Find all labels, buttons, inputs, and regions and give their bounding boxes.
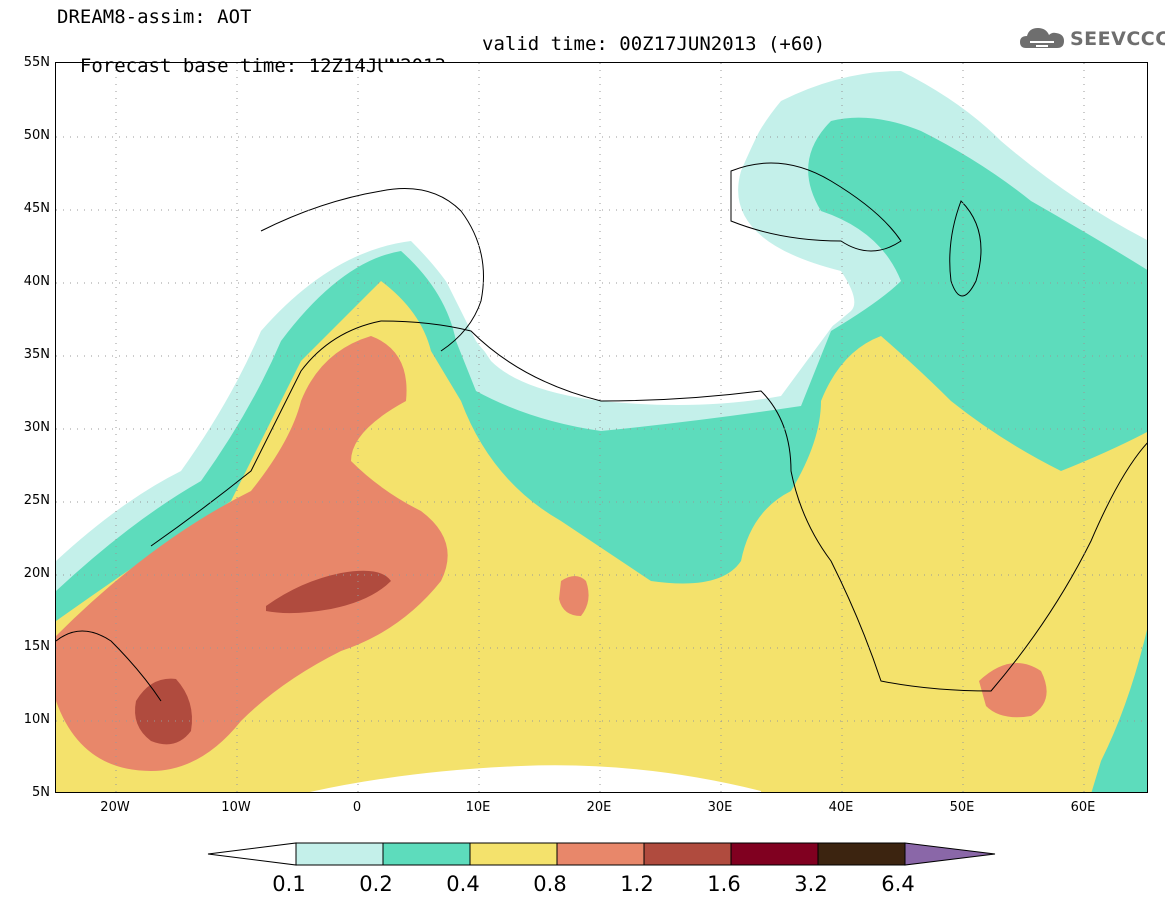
clear-region-north (381, 63, 855, 395)
colorbar-label: 3.2 (794, 872, 828, 896)
aot-contour-0.8 (56, 336, 448, 771)
colorbar-high-arrow (904, 842, 996, 866)
coastlines (56, 162, 1147, 702)
colorbar-bin (295, 842, 384, 866)
aot-contour-1.2 (266, 570, 391, 614)
lat-label: 50N (23, 128, 50, 143)
colorbar-bin (730, 842, 819, 866)
aot-contour-0.8-b (559, 576, 589, 616)
colorbar-low-arrow (207, 842, 297, 866)
colorbar-label: 1.6 (707, 872, 741, 896)
lon-label: 20E (586, 800, 612, 815)
lon-label: 0 (352, 800, 362, 815)
lon-label: 30E (707, 800, 733, 815)
lat-label: 40N (23, 274, 50, 289)
lat-label: 35N (23, 347, 50, 362)
lon-label: 20W (100, 800, 130, 815)
logo-text: SEEVCCC (1070, 28, 1165, 50)
lon-label: 60E (1070, 800, 1096, 815)
aot-contour-1.2-b (135, 678, 192, 745)
colorbar-label: 0.1 (272, 872, 306, 896)
colorbar-label: 6.4 (881, 872, 915, 896)
lat-label: 30N (23, 420, 50, 435)
clear-region-south (309, 765, 761, 792)
lon-label: 40E (828, 800, 854, 815)
colorbar-label: 1.2 (620, 872, 654, 896)
colorbar-bin (382, 842, 471, 866)
lat-label: 45N (23, 201, 50, 216)
colorbar-bin (469, 842, 558, 866)
colorbar (207, 842, 996, 866)
seevccc-logo: SEEVCCC (1018, 24, 1165, 54)
forecast-time-line: Forecast base time: 12Z14JUN2013 valid t… (57, 33, 825, 99)
colorbar-bin (817, 842, 906, 866)
lat-label: 55N (23, 55, 50, 70)
lat-label: 5N (32, 785, 50, 800)
lon-label: 50E (949, 800, 975, 815)
colorbar-label: 0.8 (533, 872, 567, 896)
colorbar-bin (643, 842, 732, 866)
colorbar-label: 0.2 (359, 872, 393, 896)
colorbar-bin (556, 842, 645, 866)
lat-label: 20N (23, 566, 50, 581)
chart-title: DREAM8-assim: AOT (57, 6, 252, 28)
valid-time: valid time: 00Z17JUN2013 (+60) (482, 33, 826, 55)
colorbar-label: 0.4 (446, 872, 480, 896)
lat-label: 15N (23, 639, 50, 654)
aot-map (55, 62, 1148, 793)
lon-label: 10W (221, 800, 251, 815)
lon-label: 10E (465, 800, 491, 815)
graticule (56, 63, 1147, 792)
lat-label: 25N (23, 493, 50, 508)
aot-field (56, 63, 1147, 792)
lat-label: 10N (23, 712, 50, 727)
aot-contour-0.8-c (979, 663, 1047, 718)
cloud-icon (1020, 28, 1064, 48)
